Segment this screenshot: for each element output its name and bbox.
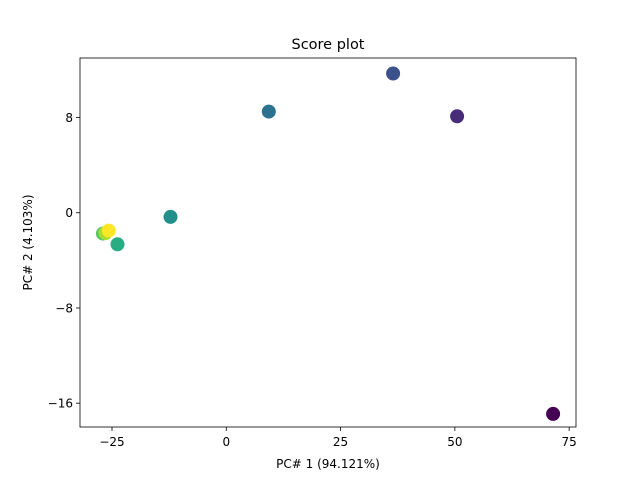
points-layer [95,66,561,421]
plot-frame [79,57,577,428]
scatter-point-3 [386,66,401,81]
scatter-point-2 [450,109,465,124]
chart-title: Score plot [291,37,364,53]
y-tick-label: −16 [48,397,73,411]
scatter-point-1 [546,406,561,421]
scatter-point-5 [163,209,178,224]
y-tick-label: −8 [55,301,73,315]
x-tick-label: 0 [222,435,230,449]
y-axis-ticks: 8 0 −8 −16 [48,111,80,411]
y-tick-label: 0 [65,206,73,220]
y-axis-label: PC# 2 (4.103%) [21,194,35,290]
y-tick-label: 8 [65,111,73,125]
scatter-point-4 [261,104,276,119]
x-tick-label: 75 [562,435,577,449]
x-tick-label: −25 [99,435,124,449]
x-tick-label: 25 [333,435,348,449]
x-axis-ticks: −25 0 25 50 75 [99,427,577,449]
scatter-point-9 [101,223,116,238]
x-tick-label: 50 [447,435,462,449]
scatter-point-6 [110,237,125,252]
x-axis-label: PC# 1 (94.121%) [276,457,380,471]
